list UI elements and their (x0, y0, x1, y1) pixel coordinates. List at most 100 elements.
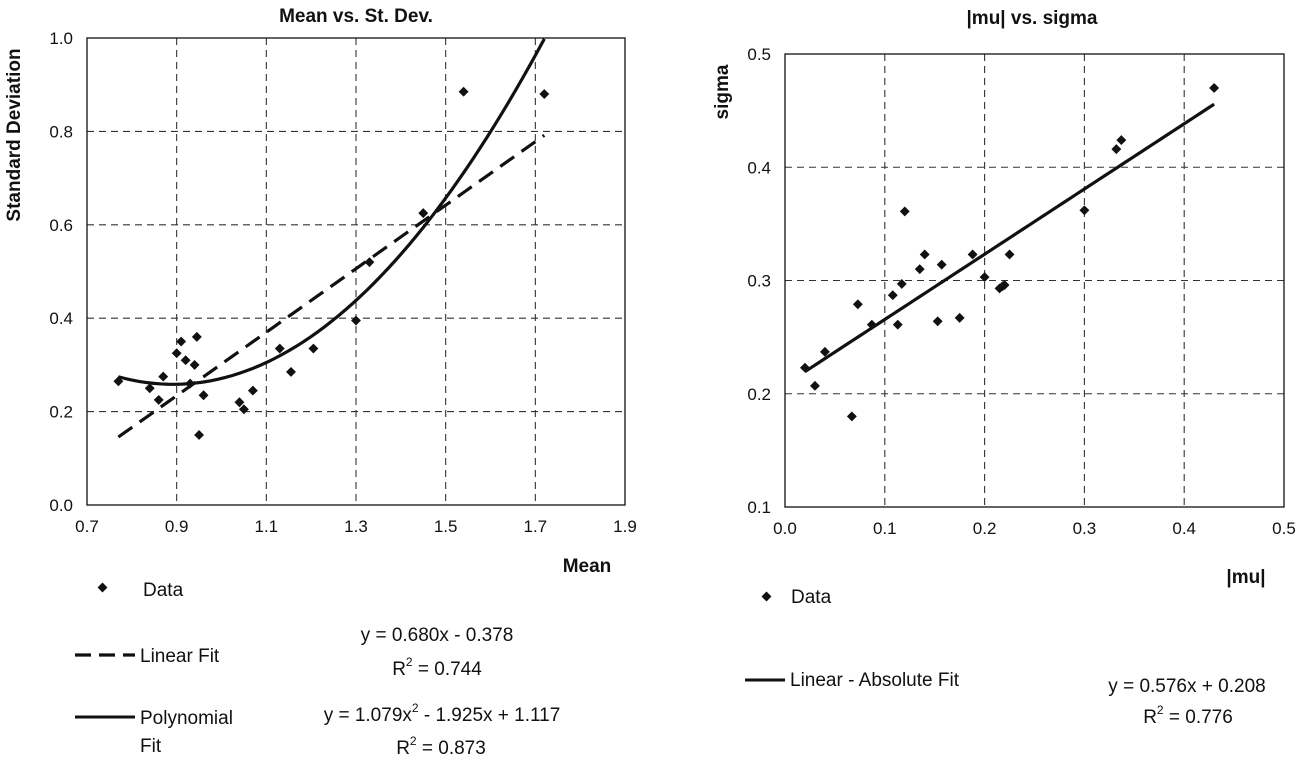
x-tick-label: 0.5 (1272, 519, 1296, 538)
data-point (247, 385, 258, 396)
x-tick-label: 1.1 (255, 517, 279, 536)
x-tick-label: 0.9 (165, 517, 189, 536)
data-point (919, 249, 930, 260)
y-tick-label: 0.8 (49, 122, 73, 141)
data-point (153, 394, 164, 405)
legend-label-linear-fit: Linear Fit (140, 646, 220, 667)
data-point (887, 290, 898, 301)
data-point (308, 343, 319, 354)
data-points (800, 83, 1220, 422)
data-point (238, 404, 249, 415)
data-point (158, 371, 169, 382)
data-point (458, 86, 469, 97)
data-point (896, 278, 907, 289)
legend: Data Linear - Absolute Fit y = 0.576x + … (745, 587, 1266, 728)
x-tick-label: 1.9 (613, 517, 637, 536)
data-point (234, 397, 245, 408)
data-point (999, 280, 1010, 290)
data-point (1079, 205, 1090, 216)
data-point (936, 259, 947, 270)
data-point (144, 383, 155, 394)
x-axis-title: |mu| (1226, 567, 1265, 588)
y-tick-label: 0.1 (747, 498, 771, 517)
data-point (899, 206, 910, 217)
chart-mean-vs-stdev: Mean vs. St. Dev. 0.7 0.9 1.1 1.3 1.5 1.7 1.9 … (4, 6, 637, 759)
linear-fit-line (117, 134, 546, 439)
linear-fit-r-squared: R2 = 0.776 (1143, 703, 1233, 728)
fit-line (804, 102, 1216, 373)
grid (87, 38, 625, 505)
fit-lines (804, 102, 1216, 373)
plot-frame (86, 37, 626, 506)
data-point (1004, 249, 1015, 260)
y-tick-label: 0.2 (49, 403, 73, 422)
x-tick-label: 0.7 (75, 517, 99, 536)
data-point (979, 272, 990, 283)
data-point (171, 348, 182, 359)
chart-title: |mu| vs. sigma (966, 8, 1097, 29)
data-point (539, 89, 550, 99)
data-point (418, 208, 429, 219)
linear-fit-r-squared: R2 = 0.744 (392, 655, 482, 680)
data-point (351, 315, 361, 326)
data-point (846, 411, 857, 422)
data-point (932, 316, 943, 327)
y-tick-label: 0.3 (747, 272, 771, 291)
x-axis-title: Mean (563, 556, 612, 577)
data-point (274, 343, 285, 354)
x-tick-label: 1.5 (434, 517, 458, 536)
data-point (892, 319, 903, 330)
data-point (1111, 144, 1122, 155)
y-tick-label: 0.6 (49, 216, 73, 235)
grid (785, 54, 1284, 507)
data-points (113, 86, 550, 440)
data-point (1209, 83, 1220, 93)
polynomial-fit-equation: y = 1.079x2 - 1.925x + 1.117 (324, 701, 561, 726)
x-tick-label: 0.0 (773, 519, 797, 538)
data-point (967, 249, 978, 260)
x-tick-label: 1.3 (344, 517, 368, 536)
x-tick-label: 0.1 (873, 519, 897, 538)
data-point (954, 312, 965, 323)
y-axis-title: sigma (712, 64, 733, 119)
data-point (176, 336, 187, 347)
chart-mu-vs-sigma: |mu| vs. sigma 0.0 0.1 0.2 0.3 0.4 0.5 0.10.2… (712, 8, 1296, 728)
data-point (852, 299, 863, 310)
data-point (194, 430, 205, 440)
data-point (1116, 135, 1127, 146)
legend: Data Linear Fit y = 0.680x - 0.378 R2 = … (75, 580, 560, 759)
y-tick-label: 0.4 (747, 158, 771, 177)
legend-label-polynomial-fit-line2: Fit (140, 736, 162, 757)
y-tick-label: 0.5 (747, 45, 771, 64)
data-point (364, 257, 375, 268)
data-point (866, 319, 877, 330)
x-tick-labels: 0.0 0.1 0.2 0.3 0.4 0.5 (773, 519, 1296, 538)
chart-title: Mean vs. St. Dev. (279, 6, 433, 27)
data-point (180, 355, 191, 366)
y-tick-label: 1.0 (49, 29, 73, 48)
data-point (819, 346, 830, 357)
linear-fit-equation: y = 0.680x - 0.378 (361, 625, 514, 646)
fit-line (117, 38, 546, 386)
y-axis-title: Standard Deviation (4, 48, 25, 221)
x-tick-label: 1.7 (524, 517, 548, 536)
data-point (198, 390, 209, 401)
polynomial-fit-r-squared: R2 = 0.873 (396, 734, 486, 759)
y-tick-labels: 0.0 0.2 0.4 0.6 0.8 1.0 (49, 29, 73, 515)
data-point (189, 359, 200, 370)
legend-label-polynomial-fit: Polynomial (140, 708, 233, 729)
legend-marker-data (97, 582, 108, 593)
data-point (191, 331, 202, 342)
data-point (914, 264, 925, 275)
y-tick-label: 0.0 (49, 496, 73, 515)
x-tick-label: 0.2 (973, 519, 997, 538)
legend-label-linear-absolute-fit: Linear - Absolute Fit (790, 670, 960, 691)
legend-label-data: Data (143, 580, 184, 601)
legend-label-data: Data (791, 587, 832, 608)
data-point (800, 362, 810, 373)
x-tick-label: 0.3 (1073, 519, 1097, 538)
plot-frame (784, 53, 1285, 508)
data-point (809, 380, 820, 391)
x-tick-labels: 0.7 0.9 1.1 1.3 1.5 1.7 1.9 (75, 517, 637, 536)
